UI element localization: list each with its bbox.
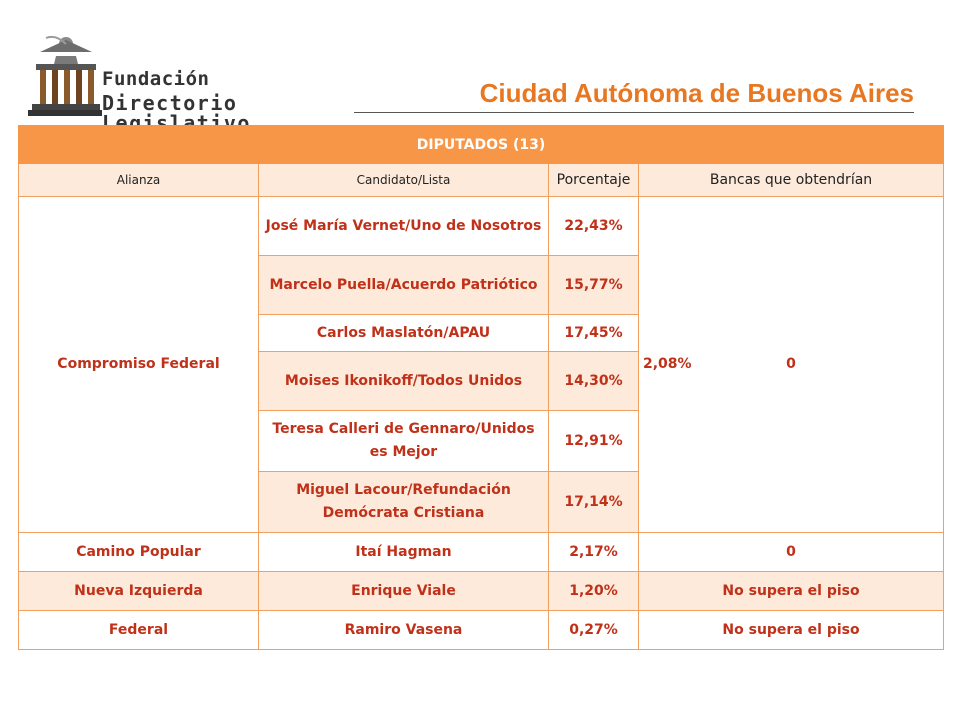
table-row: Carlos Maslatón/APAU 17,45% xyxy=(19,314,944,352)
percent-cell: 1,20% xyxy=(548,571,639,611)
alianza-cell: Compromiso Federal xyxy=(18,196,259,533)
page-title: Ciudad Autónoma de Buenos Aires xyxy=(479,78,914,108)
percent-cell: 12,91% xyxy=(548,410,639,472)
title-divider xyxy=(354,112,914,113)
percent-cell: 0,27% xyxy=(548,610,639,650)
candidate-cell: Teresa Calleri de Gennaro/Unidos es Mejo… xyxy=(258,410,549,472)
table-title: DIPUTADOS (13) xyxy=(17,125,945,164)
column-header-porcentaje: Porcentaje xyxy=(548,163,639,197)
group-total-percent: 2,08% xyxy=(643,356,692,372)
percent-cell: 22,43% xyxy=(548,196,639,256)
seats-cell: 0 xyxy=(637,532,945,572)
logo-line-1: Fundación xyxy=(102,68,210,90)
column-header-candidato: Candidato/Lista xyxy=(258,163,549,197)
table-row: Teresa Calleri de Gennaro/Unidos es Mejo… xyxy=(19,410,944,472)
candidate-cell: Marcelo Puella/Acuerdo Patriótico xyxy=(258,255,549,315)
table-row: Compromiso Federal José María Vernet/Uno… xyxy=(18,196,945,533)
logo: Fundación Directorio Legislativo xyxy=(26,30,346,133)
table-row: Camino Popular Itaí Hagman 2,17% 0 xyxy=(18,532,945,572)
group-total-and-seats-cell: 2,08% 0 xyxy=(637,196,945,533)
alianza-cell: Camino Popular xyxy=(18,532,259,572)
seats-value: 0 xyxy=(786,356,796,372)
logo-text: Fundación Directorio Legislativo xyxy=(102,68,346,134)
results-table: DIPUTADOS (13) Alianza Candidato/Lista P… xyxy=(17,125,945,650)
percent-cell: 17,45% xyxy=(548,314,639,352)
candidate-cell: Ramiro Vasena xyxy=(258,610,549,650)
candidate-cell: Carlos Maslatón/APAU xyxy=(258,314,549,352)
column-header-bancas: Bancas que obtendrían xyxy=(637,163,945,197)
alianza-cell: Federal xyxy=(18,610,259,650)
table-title-row: DIPUTADOS (13) xyxy=(17,125,945,164)
alianza-cell: Nueva Izquierda xyxy=(18,571,259,611)
table-row: Marcelo Puella/Acuerdo Patriótico 15,77% xyxy=(19,255,944,315)
candidate-cell: Miguel Lacour/Refundación Demócrata Cris… xyxy=(258,471,549,533)
table-row: Federal Ramiro Vasena 0,27% No supera el… xyxy=(18,610,945,650)
congress-building-icon xyxy=(28,35,102,116)
column-header-alianza: Alianza xyxy=(18,163,259,197)
table-row: Nueva Izquierda Enrique Viale 1,20% No s… xyxy=(18,571,945,611)
percent-cell: 14,30% xyxy=(548,351,639,411)
seats-cell: No supera el piso xyxy=(637,610,945,650)
column-header-row: Alianza Candidato/Lista Porcentaje Banca… xyxy=(18,163,945,197)
seats-cell: No supera el piso xyxy=(637,571,945,611)
candidate-cell: Moises Ikonikoff/Todos Unidos xyxy=(258,351,549,411)
percent-cell: 2,17% xyxy=(548,532,639,572)
candidate-cell: Itaí Hagman xyxy=(258,532,549,572)
candidate-cell: José María Vernet/Uno de Nosotros xyxy=(258,196,549,256)
percent-cell: 17,14% xyxy=(548,471,639,533)
table-row: Miguel Lacour/Refundación Demócrata Cris… xyxy=(19,471,944,533)
candidate-cell: Enrique Viale xyxy=(258,571,549,611)
percent-cell: 15,77% xyxy=(548,255,639,315)
